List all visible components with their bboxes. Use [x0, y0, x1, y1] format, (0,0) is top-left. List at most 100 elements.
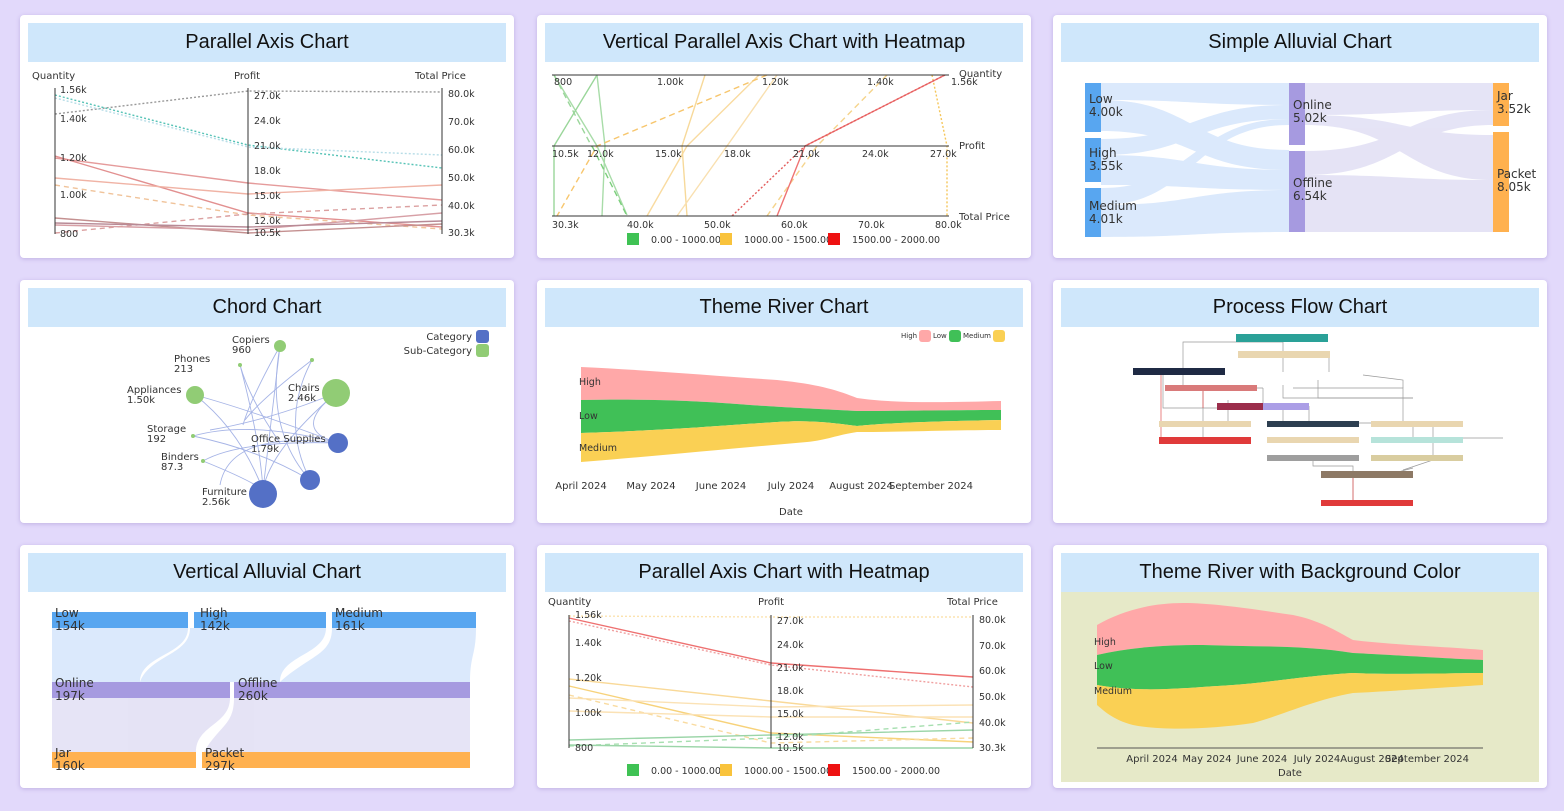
node-bar-high [194, 612, 326, 628]
series-line [553, 74, 593, 148]
node-value: 142k [200, 619, 230, 633]
tick-label: 1.20k [762, 77, 789, 88]
tick-label: 1.20k [60, 153, 87, 164]
node-name: Offline [1293, 176, 1332, 190]
tick-label: 1.00k [575, 708, 602, 719]
chord-node-office-supplies [328, 433, 348, 453]
node-value: 2.46k [288, 393, 316, 404]
chart-title: Vertical Parallel Axis Chart with Heatma… [545, 23, 1023, 62]
node-name: High [1089, 146, 1117, 160]
axis-name-profit: Profit [758, 597, 784, 608]
node-name: Chairs [288, 383, 320, 394]
flow-link [1305, 83, 1493, 115]
series-line [54, 97, 443, 156]
stream-high [581, 367, 1001, 411]
node-bar-offline [234, 682, 470, 698]
x-tick-label: May 2024 [626, 481, 675, 492]
tick-label: 1.20k [575, 673, 602, 684]
flow-connector [1162, 375, 1233, 409]
parallel-axis-chart: Quantity Profit Total Price 1.56k 1.40k … [32, 71, 475, 240]
flow-link [1305, 175, 1493, 232]
tick-label: 800 [60, 229, 78, 240]
flow-node [1321, 500, 1413, 506]
chord-chart: Copiers 960 Phones 213 Appliances 1.50k … [127, 330, 489, 508]
chord-node-copiers [274, 340, 286, 352]
axis-name-quantity: Quantity [32, 71, 75, 82]
axis-name-total-price: Total Price [946, 597, 998, 608]
chord-link [209, 392, 337, 431]
flow-node [1371, 437, 1463, 443]
legend-label: 0.00 - 1000.00 [651, 766, 721, 777]
tick-label: 70.0k [448, 117, 475, 128]
tick-label: 12.0k [587, 149, 614, 160]
node-value: 4.01k [1089, 212, 1123, 226]
chord-link [194, 394, 264, 491]
flow-connector [1402, 423, 1434, 471]
axis-name-quantity: Quantity [548, 597, 591, 608]
chord-link [242, 345, 281, 426]
tick-label: 15.0k [254, 191, 281, 202]
chart-card-process-flow: Process Flow Chart [1053, 280, 1547, 523]
legend-label: High [901, 332, 917, 340]
chord-node-binders [201, 459, 205, 463]
stream-medium [1097, 673, 1483, 729]
x-tick-label: July 2024 [767, 481, 815, 492]
tick-label: 24.0k [777, 640, 804, 651]
node-value: 160k [55, 759, 85, 773]
chart-card-theme-river: Theme River Chart High Low Medium April … [537, 280, 1031, 523]
axis-name-profit: Profit [234, 71, 260, 82]
stream-low [581, 399, 1001, 433]
node-value: 5.02k [1293, 111, 1327, 125]
tick-label: 21.0k [777, 663, 804, 674]
tick-label: 70.0k [979, 641, 1006, 652]
tick-label: 27.0k [930, 149, 957, 160]
node-name: Furniture [202, 487, 247, 498]
flow-link [1305, 110, 1493, 175]
node-name: Low [55, 606, 79, 620]
node-value: 154k [55, 619, 85, 633]
node-name: Packet [205, 746, 245, 760]
legend-label: Low [933, 332, 947, 340]
x-tick-label: September 2024 [889, 481, 973, 492]
chart-card-chord: Chord Chart [20, 280, 514, 523]
tick-label: 1.56k [60, 85, 87, 96]
chord-node-storage [191, 434, 195, 438]
tick-label: 12.0k [254, 216, 281, 227]
tick-label: 60.0k [448, 145, 475, 156]
flow-node [1263, 403, 1309, 410]
heatmap-legend: 0.00 - 1000.00 1000.00 - 1500.00 1500.00… [627, 233, 940, 246]
node-name: Phones [174, 354, 210, 365]
stream-label: Medium [1094, 686, 1132, 697]
stream-label: Low [579, 411, 598, 422]
flow-link [52, 698, 230, 752]
axis-name-total-price: Total Price [414, 71, 466, 82]
node-bar-medium [332, 612, 476, 628]
legend-swatch [949, 330, 961, 342]
node-value: 3.55k [1089, 159, 1123, 173]
flow-link [1101, 83, 1289, 105]
series-line [54, 184, 443, 230]
theme-river-chart: High Low Medium April 2024 May 2024 June… [555, 330, 1005, 518]
node-bar-online [1289, 83, 1305, 145]
node-bar-low [1085, 83, 1101, 132]
chart-card-simple-alluvial: Simple Alluvial Chart Low 4.00k High 3.5… [1053, 15, 1547, 258]
flow-node [1165, 385, 1257, 391]
chart-card-parallel-axis: Parallel Axis Chart Quantity Profit Tota… [20, 15, 514, 258]
flow-link [52, 628, 188, 682]
tick-label: 40.0k [979, 718, 1006, 729]
tick-label: 10.5k [552, 149, 579, 160]
chord-link [192, 435, 311, 481]
tick-label: 24.0k [862, 149, 889, 160]
chart-card-vertical-parallel-heatmap: Vertical Parallel Axis Chart with Heatma… [537, 15, 1031, 258]
parallel-axis-heatmap-chart: Quantity Profit Total Price 1.56k 1.40k … [548, 597, 1006, 777]
x-tick-label: August 2024 [1340, 754, 1404, 765]
tick-label: 10.5k [254, 228, 281, 239]
chart-card-theme-river-bg: Theme River with Background Color High L… [1053, 545, 1547, 788]
node-name: Medium [335, 606, 383, 620]
tick-label: 27.0k [777, 616, 804, 627]
flow-connector [1317, 380, 1413, 399]
tick-label: 18.0k [777, 686, 804, 697]
tick-label: 1.56k [575, 610, 602, 621]
tick-label: 21.0k [254, 141, 281, 152]
node-value: 192 [147, 434, 166, 445]
